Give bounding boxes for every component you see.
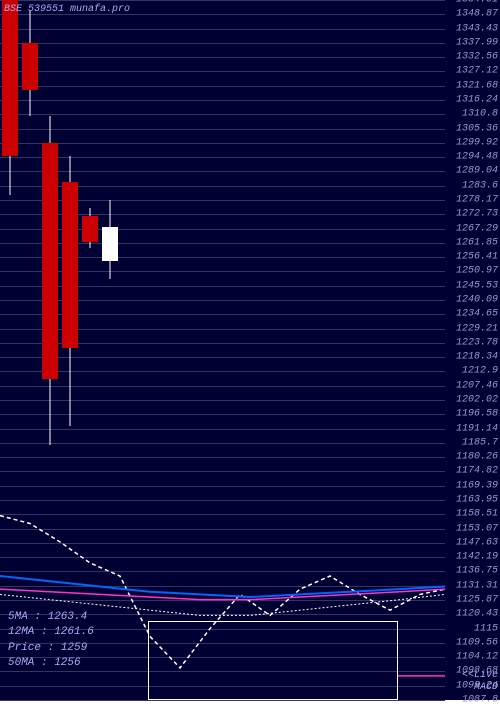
y-axis-label: 1343.43: [456, 23, 498, 34]
y-axis-label: 1131.31: [456, 580, 498, 591]
y-axis-label: 1169.39: [456, 480, 498, 491]
y-axis-label: 1207.46: [456, 380, 498, 391]
y-axis-label: 1212.9: [462, 366, 498, 377]
info-line: 12MA : 1261.6: [8, 625, 94, 640]
y-axis-label: 1185.7: [462, 437, 498, 448]
chart-plot-area: 1354.31 1348.87 1343.43 1337.99 1332.56 1327.…: [0, 0, 500, 700]
y-axis-label: 1191.14: [456, 423, 498, 434]
y-axis-label: 1321.68: [456, 80, 498, 91]
y-axis-label: 1229.21: [456, 323, 498, 334]
y-axis-label: 1087.8: [462, 695, 498, 706]
candlestick: [102, 0, 118, 700]
y-axis-label: 1153.07: [456, 523, 498, 534]
candle-body: [42, 143, 58, 379]
y-axis-label: 1278.17: [456, 194, 498, 205]
y-axis-label: 1267.29: [456, 223, 498, 234]
candlestick: [62, 0, 78, 700]
y-axis-label: 1332.56: [456, 52, 498, 63]
y-axis-label: 1348.87: [456, 9, 498, 20]
y-axis-label: 1158.51: [456, 509, 498, 520]
candle-body: [102, 227, 118, 261]
y-axis-label: 1163.95: [456, 494, 498, 505]
y-axis-label: 1202.02: [456, 394, 498, 405]
info-line: Price : 1259: [8, 641, 94, 656]
y-axis-label: 1115: [474, 623, 498, 634]
candlestick: [42, 0, 58, 700]
candle-body: [22, 43, 38, 90]
y-axis-label: 1223.78: [456, 337, 498, 348]
y-axis-label: 1136.75: [456, 566, 498, 577]
info-line: 50MA : 1256: [8, 656, 94, 671]
y-axis-label: 1180.26: [456, 452, 498, 463]
price-info-box: 5MA : 1263.412MA : 1261.6Price : 125950M…: [8, 610, 94, 672]
candlestick: [82, 0, 98, 700]
y-axis-label: 1147.63: [456, 537, 498, 548]
y-axis-label: 1256.41: [456, 252, 498, 263]
macd-label: MACD: [474, 682, 498, 693]
chart-header: BSE 539551 munafa.pro: [4, 4, 130, 15]
info-line: 5MA : 1263.4: [8, 610, 94, 625]
y-axis-label: 1289.04: [456, 166, 498, 177]
candlestick-chart: 1354.31 1348.87 1343.43 1337.99 1332.56 1327.…: [0, 0, 500, 700]
y-axis-label: 1142.19: [456, 552, 498, 563]
candle-body: [82, 216, 98, 242]
y-axis-label: 1218.34: [456, 352, 498, 363]
candlestick: [22, 0, 38, 700]
y-axis-label: 1196.58: [456, 409, 498, 420]
y-axis-label: 1327.12: [456, 66, 498, 77]
y-axis-label: 1174.82: [456, 466, 498, 477]
y-axis-label: 1272.73: [456, 209, 498, 220]
y-axis-label: 1310.8: [462, 109, 498, 120]
y-axis-label: 1245.53: [456, 280, 498, 291]
y-axis-label: 1250.97: [456, 266, 498, 277]
y-axis-label: 1125.87: [456, 595, 498, 606]
y-axis-label: 1104.12: [456, 652, 498, 663]
y-axis-label: 1316.24: [456, 94, 498, 105]
y-axis-label: 1240.09: [456, 295, 498, 306]
highlight-rect: [148, 621, 398, 700]
y-axis-label: 1283.6: [462, 180, 498, 191]
y-axis-label: 1305.36: [456, 123, 498, 134]
y-axis-label: 1354.31: [456, 0, 498, 6]
live-label: <<Live: [462, 670, 498, 681]
y-axis-label: 1294.48: [456, 152, 498, 163]
y-axis-label: 1234.65: [456, 309, 498, 320]
y-axis-label: 1109.56: [456, 637, 498, 648]
y-axis-label: 1261.85: [456, 237, 498, 248]
candle-body: [2, 0, 18, 156]
y-axis-label: 1299.92: [456, 137, 498, 148]
y-axis-label: 1337.99: [456, 37, 498, 48]
y-axis-label: 1120.43: [456, 609, 498, 620]
grid-line: [0, 700, 445, 701]
candlestick: [2, 0, 18, 700]
candle-body: [62, 182, 78, 347]
